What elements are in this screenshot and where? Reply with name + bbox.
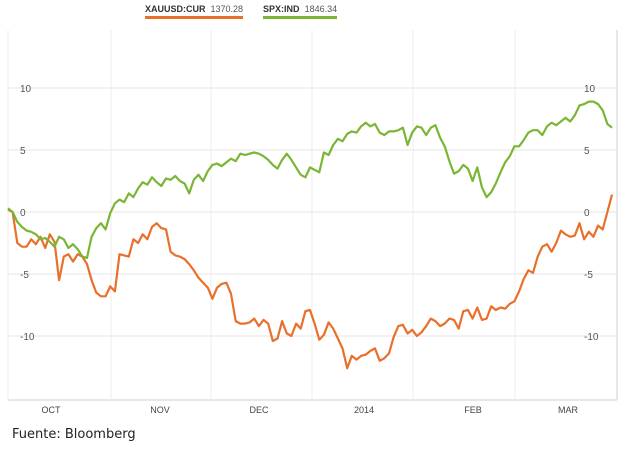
y-tick-label-right: 10 [584,84,596,95]
grid [7,30,618,401]
x-tick-label: OCT [42,405,62,415]
legend-series-value: 1370.28 [210,4,244,14]
series-line-xauusd-cur [7,194,614,370]
x-tick-label: MAR [558,405,579,415]
y-tick-label-left: 0 [20,208,26,219]
x-tick-label: FEB [464,405,482,415]
y-tick-label-right: 5 [584,146,590,157]
series-lines [7,100,614,370]
legend-item-spx[interactable]: SPX:IND 1846.34 [263,4,338,19]
y-tick-label-left: -5 [20,270,29,281]
x-axis-ticks: OCT NOV DEC 2014 FEB MAR [42,405,579,415]
y-tick-label-right: -10 [584,332,599,343]
y-tick-label-right: 0 [584,208,590,219]
legend-series-value: 1846.34 [304,4,338,14]
y-tick-label-left: 5 [20,146,26,157]
legend-series-name: SPX:IND [263,4,300,14]
x-tick-label: 2014 [354,405,374,415]
y-tick-label-left: 10 [20,84,32,95]
x-tick-label: NOV [150,405,170,415]
y-tick-label-right: -5 [584,270,593,281]
legend: XAUUSD:CUR 1370.28 SPX:IND 1846.34 [145,4,338,19]
y-axis-ticks: 10 10 5 5 0 0 -5 -5 -10 -10 [20,84,599,343]
legend-swatch [145,16,244,19]
series-line-spx-ind [7,100,613,259]
x-tick-label: DEC [249,405,269,415]
legend-series-name: XAUUSD:CUR [145,4,206,14]
legend-item-xauusd[interactable]: XAUUSD:CUR 1370.28 [145,4,244,19]
legend-swatch [263,16,338,19]
source-note: Fuente: Bloomberg [12,427,136,442]
y-tick-label-left: -10 [20,332,35,343]
